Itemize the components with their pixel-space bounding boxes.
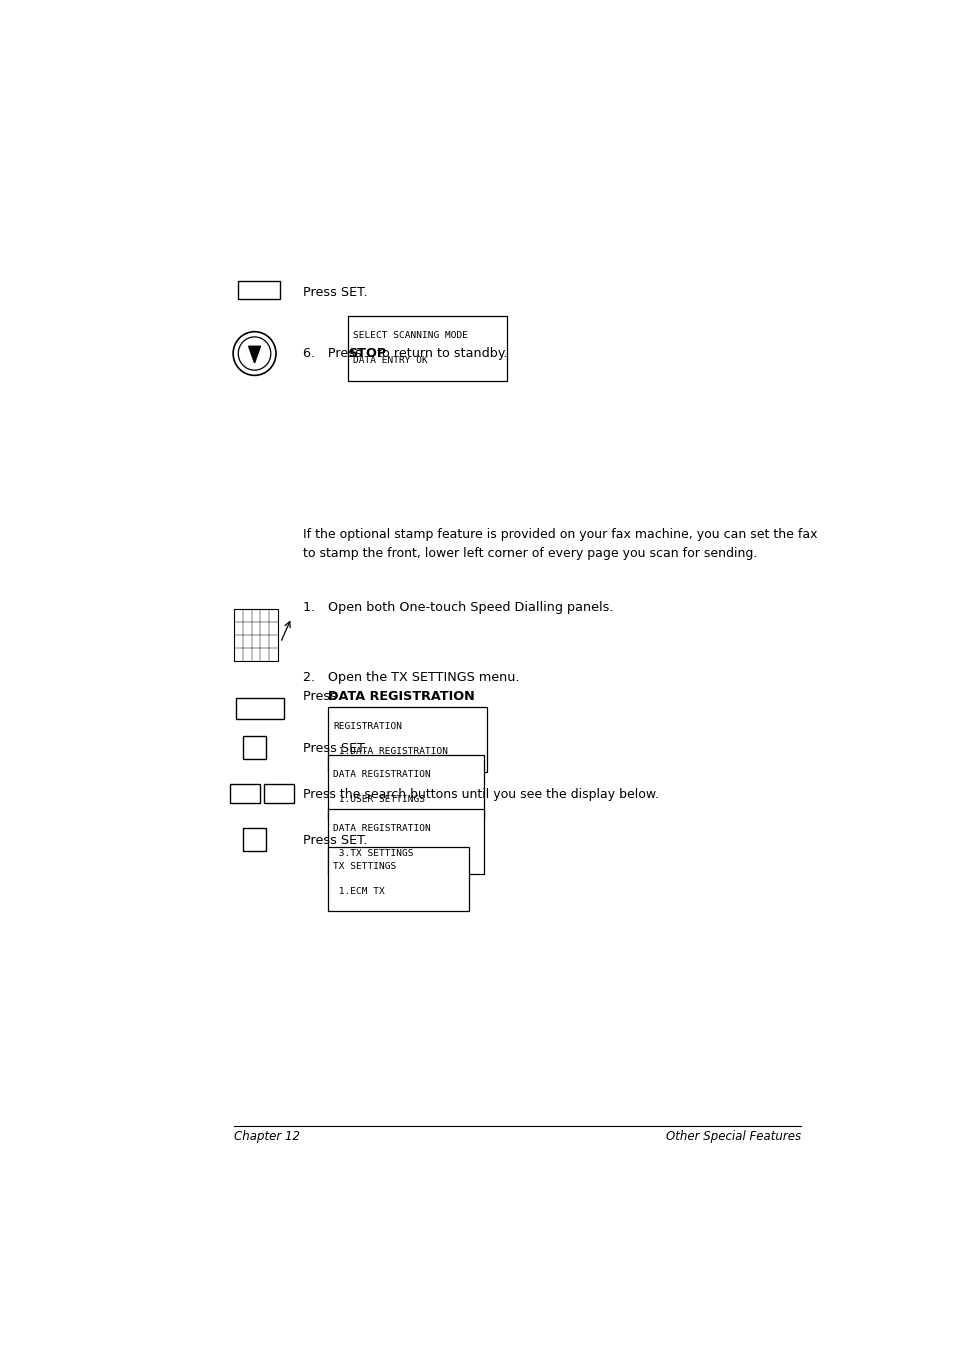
Text: 6. Press: 6. Press [302, 347, 365, 359]
Text: 1.USER SETTINGS: 1.USER SETTINGS [333, 796, 424, 804]
FancyBboxPatch shape [264, 784, 294, 802]
Text: Press the search buttons until you see the display below.: Press the search buttons until you see t… [302, 788, 658, 801]
Text: Press: Press [302, 690, 340, 704]
Polygon shape [249, 346, 260, 363]
Text: REGISTRATION: REGISTRATION [333, 723, 401, 731]
Text: Chapter 12: Chapter 12 [233, 1131, 299, 1143]
Text: TX SETTINGS: TX SETTINGS [333, 862, 395, 871]
FancyBboxPatch shape [237, 281, 280, 300]
Text: Press SET.: Press SET. [302, 285, 367, 299]
Text: 1.ECM TX: 1.ECM TX [333, 886, 384, 896]
Text: If the optional stamp feature is provided on your fax machine, you can set the f: If the optional stamp feature is provide… [302, 528, 817, 540]
FancyBboxPatch shape [242, 828, 266, 851]
Text: 1.DATA REGISTRATION: 1.DATA REGISTRATION [333, 747, 448, 757]
Text: STOP: STOP [348, 347, 386, 359]
Text: 2. Open the TX SETTINGS menu.: 2. Open the TX SETTINGS menu. [302, 670, 518, 684]
FancyBboxPatch shape [328, 755, 483, 820]
FancyBboxPatch shape [230, 784, 259, 802]
FancyBboxPatch shape [328, 809, 483, 874]
Text: SELECT SCANNING MODE: SELECT SCANNING MODE [353, 331, 467, 340]
Text: 3.TX SETTINGS: 3.TX SETTINGS [333, 850, 413, 858]
Text: Press SET.: Press SET. [302, 742, 367, 755]
Ellipse shape [238, 336, 271, 370]
FancyBboxPatch shape [328, 707, 487, 771]
FancyBboxPatch shape [328, 847, 469, 911]
Text: DATA REGISTRATION: DATA REGISTRATION [333, 770, 430, 780]
FancyBboxPatch shape [235, 698, 284, 719]
FancyBboxPatch shape [348, 316, 507, 381]
Text: to stamp the front, lower left corner of every page you scan for sending.: to stamp the front, lower left corner of… [302, 547, 756, 559]
Text: Other Special Features: Other Special Features [665, 1131, 801, 1143]
Text: DATA ENTRY OK: DATA ENTRY OK [353, 357, 427, 365]
Text: 1. Open both One-touch Speed Dialling panels.: 1. Open both One-touch Speed Dialling pa… [302, 601, 613, 613]
Text: DATA REGISTRATION: DATA REGISTRATION [333, 824, 430, 834]
Ellipse shape [233, 332, 275, 376]
FancyBboxPatch shape [242, 736, 266, 759]
Text: Press SET.: Press SET. [302, 834, 367, 847]
FancyBboxPatch shape [233, 609, 278, 662]
Text: to return to standby.: to return to standby. [373, 347, 507, 359]
Text: DATA REGISTRATION: DATA REGISTRATION [328, 690, 474, 704]
